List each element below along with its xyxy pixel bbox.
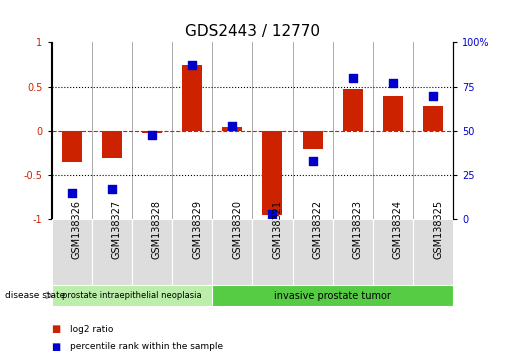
Point	[429, 93, 437, 98]
Bar	[212, 285, 453, 306]
Bar	[52, 219, 92, 285]
Text: ■: ■	[52, 342, 61, 352]
Text: percentile rank within the sample: percentile rank within the sample	[70, 342, 222, 352]
Point	[67, 190, 76, 196]
Text: invasive prostate tumor: invasive prostate tumor	[274, 291, 391, 301]
Point	[108, 187, 116, 192]
Bar	[132, 219, 172, 285]
Text: GSM138328: GSM138328	[152, 200, 162, 259]
Text: log2 ratio: log2 ratio	[70, 325, 113, 334]
Bar	[52, 285, 212, 306]
Bar	[413, 219, 453, 285]
Point	[268, 211, 277, 217]
Text: GSM138327: GSM138327	[112, 200, 122, 259]
Bar	[222, 127, 242, 131]
Text: GSM138320: GSM138320	[232, 200, 242, 259]
Text: GSM138324: GSM138324	[393, 200, 403, 259]
Point	[148, 132, 156, 137]
Bar	[92, 219, 132, 285]
Text: GSM138322: GSM138322	[313, 200, 322, 259]
Bar	[182, 65, 202, 131]
Point	[228, 123, 236, 129]
Bar	[373, 219, 413, 285]
Bar	[252, 219, 293, 285]
Text: GSM138325: GSM138325	[433, 200, 443, 259]
Point	[188, 63, 196, 68]
Text: GSM138326: GSM138326	[72, 200, 81, 259]
Point	[389, 80, 397, 86]
Text: ■: ■	[52, 324, 61, 334]
Text: disease state: disease state	[5, 291, 65, 300]
Point	[349, 75, 357, 81]
Bar	[262, 131, 282, 215]
Bar	[333, 219, 373, 285]
Bar	[302, 131, 322, 149]
Bar	[212, 219, 252, 285]
Bar	[293, 219, 333, 285]
Bar	[383, 96, 403, 131]
Bar	[172, 219, 212, 285]
Bar	[62, 131, 81, 162]
Bar	[342, 88, 363, 131]
Text: prostate intraepithelial neoplasia: prostate intraepithelial neoplasia	[62, 291, 202, 300]
Title: GDS2443 / 12770: GDS2443 / 12770	[185, 23, 320, 39]
Bar	[101, 131, 122, 158]
Text: GSM138329: GSM138329	[192, 200, 202, 259]
Bar	[142, 131, 162, 133]
Text: GSM138321: GSM138321	[272, 200, 282, 259]
Text: GSM138323: GSM138323	[353, 200, 363, 259]
Bar	[423, 106, 443, 131]
Point	[308, 158, 317, 164]
